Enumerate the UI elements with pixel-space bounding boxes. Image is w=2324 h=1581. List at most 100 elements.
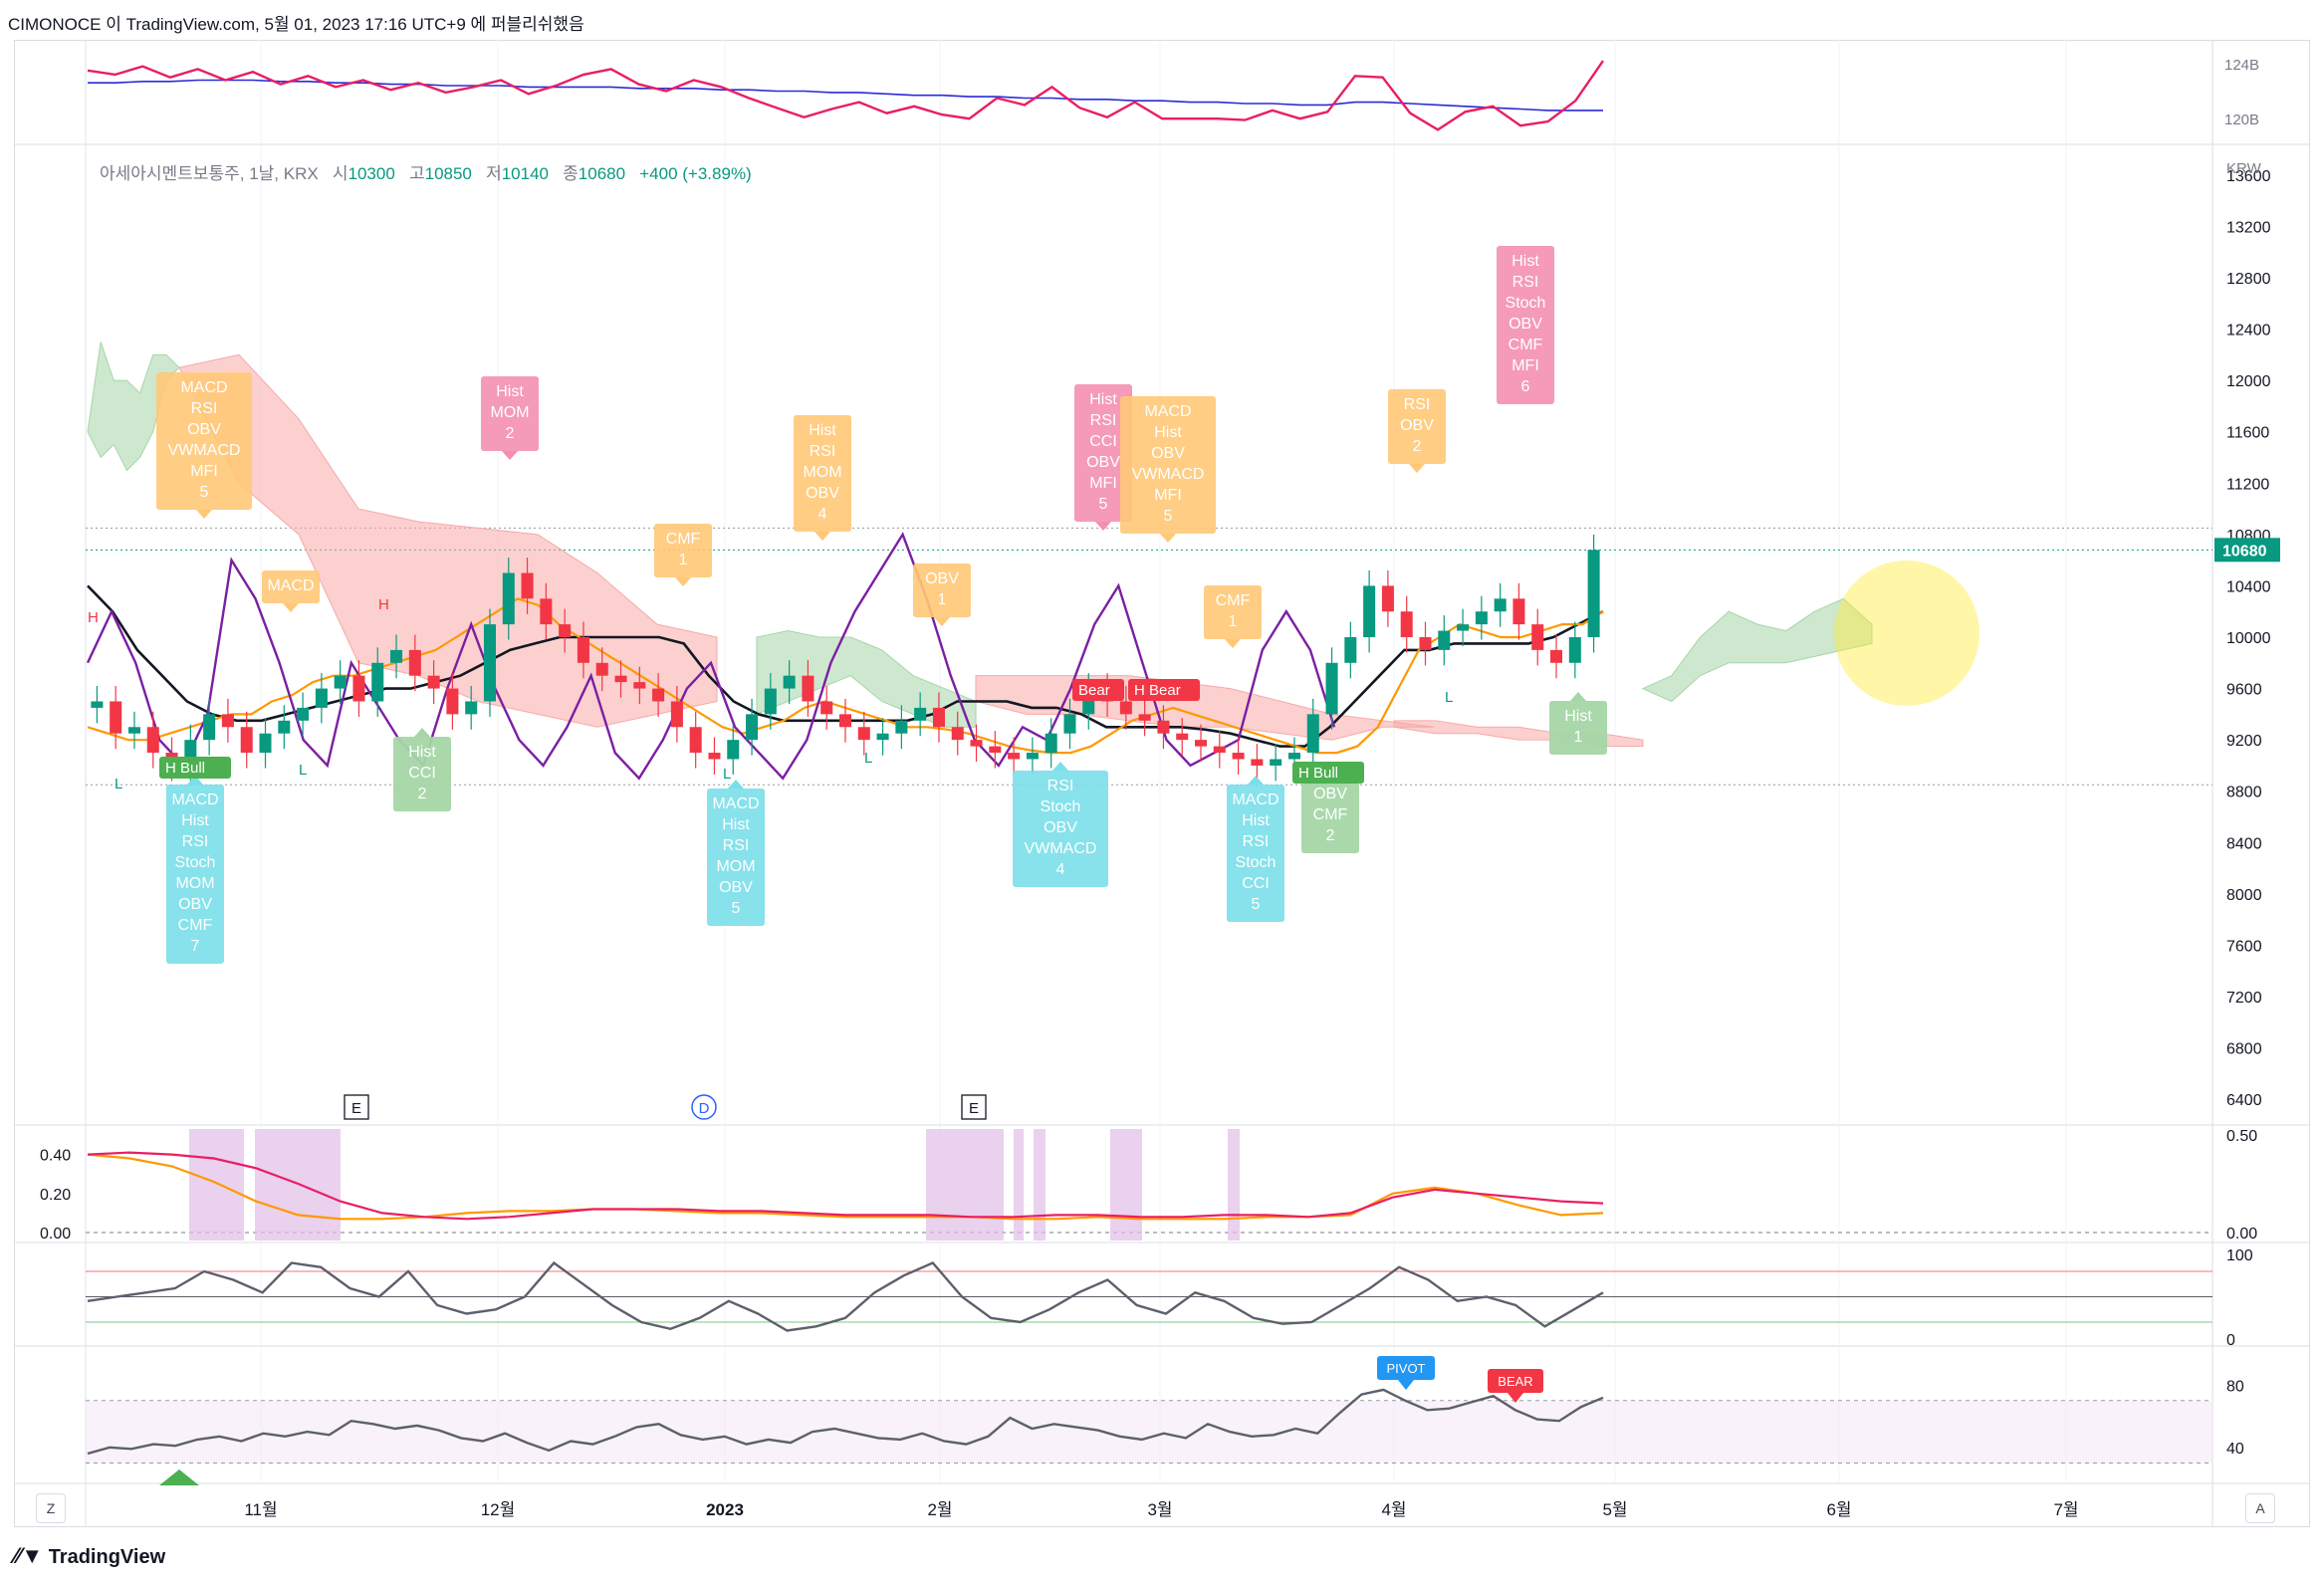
- divergence-label-box: [794, 415, 851, 532]
- candle-body: [540, 598, 553, 625]
- candle-body: [203, 714, 216, 741]
- high-value: 10850: [424, 164, 472, 183]
- candle-body: [652, 688, 665, 702]
- pivot-label-box: [1377, 1356, 1435, 1380]
- candle-body: [1157, 720, 1170, 734]
- divergence-label-text: OBV: [1044, 819, 1077, 836]
- divergence-label-text: MFI: [1089, 475, 1117, 492]
- divergence-label-text: 4: [818, 506, 827, 523]
- rsi-band: [86, 1400, 2212, 1464]
- divergence-label-text: MFI: [1154, 487, 1182, 504]
- publish-line: CIMONOCE 이 TradingView.com, 5월 01, 2023 …: [8, 15, 584, 34]
- l-marker: L: [1445, 689, 1453, 706]
- divergence-label-text: VWMACD: [168, 442, 241, 459]
- last-price-tag: [2214, 538, 2280, 563]
- candle-body: [783, 675, 796, 689]
- cloud-green: [1641, 597, 1873, 703]
- close-label: 종: [563, 164, 579, 183]
- h-marker: H: [88, 609, 99, 626]
- divergence-label-pointer: [187, 776, 203, 785]
- candle-body: [914, 707, 927, 721]
- h-bull-tag-text: H Bull: [1298, 765, 1338, 782]
- time-axis-label: 6월: [1826, 1500, 1851, 1519]
- candle-body: [970, 740, 983, 747]
- divergence-label-text: RSI: [191, 400, 218, 417]
- divergence-label-text: RSI: [1243, 833, 1270, 850]
- oscillator-line: [86, 532, 1336, 781]
- candle-body: [127, 727, 140, 734]
- candle-body: [315, 688, 328, 708]
- currency-label: KRW: [2226, 160, 2262, 177]
- divergence-label-text: CCI: [1089, 433, 1117, 450]
- candle-body: [146, 727, 159, 754]
- top-pane-tick: 124B: [2224, 57, 2259, 74]
- low-value: 10140: [501, 164, 549, 183]
- l-marker: L: [864, 750, 872, 767]
- bear-label-box: [1488, 1369, 1543, 1393]
- divergence-label-text: OBV: [187, 421, 221, 438]
- last-price-text: 10680: [2222, 543, 2267, 560]
- divergence-label-box: [393, 737, 451, 811]
- divergence-label-pointer: [414, 728, 430, 737]
- open-value: 10300: [348, 164, 395, 183]
- divergence-label-pointer: [196, 510, 212, 519]
- candle-body: [1194, 740, 1208, 747]
- divergence-label-text: OBV: [719, 879, 753, 896]
- divergence-label-text: Hist: [496, 383, 524, 400]
- divergence-label-box: [1074, 384, 1132, 522]
- candle-body: [1026, 753, 1039, 760]
- divergence-label-text: CMF: [1509, 337, 1543, 353]
- divergence-label-text: 6: [1521, 378, 1530, 395]
- bear-tag-box: [1072, 679, 1124, 701]
- candle-body: [989, 746, 1002, 754]
- candle-body: [1457, 624, 1470, 631]
- price-tick: 6800: [2226, 1041, 2262, 1058]
- divergence-label-text: CCI: [1242, 875, 1270, 892]
- time-axis-label: 4월: [1381, 1500, 1406, 1519]
- candle-body: [1550, 649, 1563, 663]
- auto-scale-right-button[interactable]: A: [2245, 1493, 2275, 1523]
- divergence-label-pointer: [1570, 692, 1586, 701]
- divergence-label-pointer: [1095, 522, 1111, 531]
- candle-body: [727, 740, 740, 760]
- candle-body: [259, 733, 272, 754]
- candle-body: [820, 701, 833, 715]
- candle-body: [1325, 662, 1338, 715]
- divergence-label-text: OBV: [1086, 454, 1120, 471]
- divergence-label-box: [481, 376, 539, 451]
- price-tick: 13200: [2226, 219, 2271, 236]
- pane3-tick: 100: [2226, 1247, 2253, 1264]
- candle-body: [1008, 753, 1021, 760]
- divergence-label-text: MOM: [716, 858, 755, 875]
- time-axis-label: 5월: [1602, 1500, 1627, 1519]
- auto-scale-left-button[interactable]: Z: [36, 1493, 66, 1523]
- divergence-label-text: RSI: [810, 443, 836, 460]
- tradingview-logo[interactable]: ⁄⁄▼ TradingView: [14, 1543, 166, 1568]
- earnings-marker: [344, 1094, 369, 1120]
- divergence-label-text: CCI: [408, 765, 436, 782]
- chart-frame: [14, 40, 2310, 1527]
- divergence-label-text: 2: [1413, 438, 1422, 455]
- pane3-tick: 0: [2226, 1332, 2235, 1349]
- divergence-label-box: [707, 789, 765, 926]
- price-tick: 9200: [2226, 733, 2262, 750]
- divergence-label-text: Hist: [722, 816, 750, 833]
- bear-label-text: BEAR: [1498, 1374, 1532, 1389]
- divergence-label-pointer: [1052, 762, 1068, 771]
- candle-body: [1531, 624, 1544, 650]
- candle-body: [1475, 611, 1488, 625]
- divergence-label-text: OBV: [178, 896, 212, 913]
- divergence-label-box: [1227, 785, 1284, 922]
- candle-body: [1138, 714, 1151, 721]
- candle-body: [708, 753, 721, 760]
- close-value: 10680: [578, 164, 626, 183]
- h-bull-tag-text: H Bull: [165, 760, 205, 777]
- divergence-label-box: [262, 570, 320, 603]
- open-label: 시: [332, 164, 349, 183]
- divergence-label-text: RSI: [1090, 412, 1117, 429]
- divergence-label-box: [1388, 389, 1446, 464]
- divergence-label-box: [166, 785, 224, 964]
- event-marker-text: E: [351, 1100, 361, 1117]
- pivot-label-pointer: [1398, 1380, 1414, 1390]
- change-value: +400 (+3.89%): [639, 164, 752, 183]
